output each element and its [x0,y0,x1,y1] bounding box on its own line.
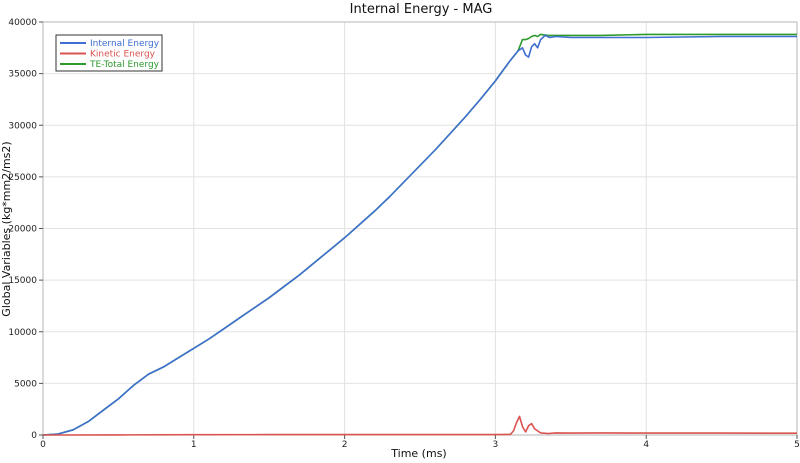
x-tick-label: 1 [191,440,197,450]
legend-label-internal-energy: Internal Energy [90,39,160,49]
x-tick-label: 5 [794,440,800,450]
y-tick-label: 35000 [8,70,37,80]
y-tick-label: 15000 [8,276,37,286]
y-tick-label: 5000 [14,379,37,389]
y-tick-label: 10000 [8,328,37,338]
axes: 0 5000 10000 15000 20000 25000 30000 35000 40000… [8,18,800,450]
y-tick-label: 30000 [8,121,37,131]
series-lines [42,33,798,436]
y-tick-label: 40000 [8,18,37,28]
y-tick-label: 20000 [8,225,37,235]
legend-label-te-total-energy: TE-Total Energy [89,60,160,70]
grid [43,22,797,435]
series-line-kinetic-energy [42,415,798,436]
legend-label-kinetic-energy: Kinetic Energy [90,50,156,60]
y-tick-label: 25000 [8,173,37,183]
series-line-internal-energy [42,34,797,436]
y-axis-title: Global Variables (kg*mm2/ms2) [0,141,13,316]
series-line-te-total-energy [42,33,797,436]
chart-title: Internal Energy - MAG [350,2,493,17]
x-tick-label: 0 [40,440,46,450]
x-tick-label: 2 [342,440,348,450]
x-tick-label: 4 [643,440,649,450]
x-tick-label: 3 [493,440,499,450]
x-axis-title: Time (ms) [390,447,446,460]
y-tick-label: 0 [31,431,37,441]
